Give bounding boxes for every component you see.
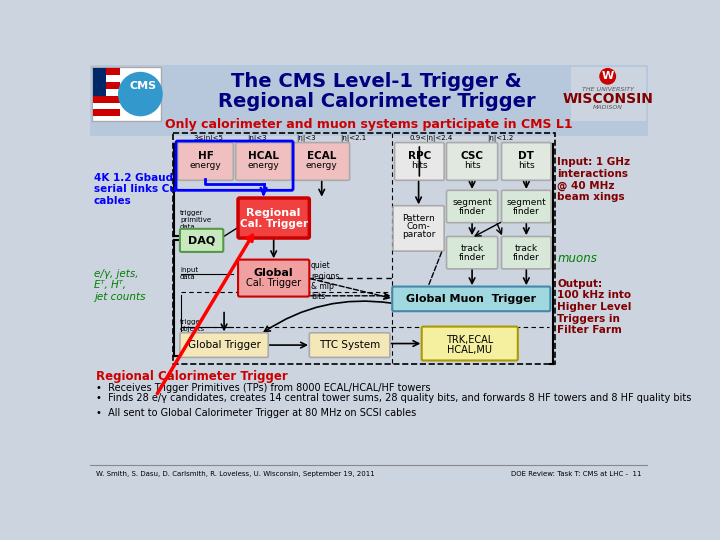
Text: Com-: Com-	[407, 222, 431, 231]
FancyBboxPatch shape	[294, 143, 350, 180]
Text: Global Muon  Trigger: Global Muon Trigger	[406, 294, 536, 304]
FancyBboxPatch shape	[446, 190, 498, 222]
Text: DT: DT	[518, 151, 534, 161]
FancyBboxPatch shape	[446, 143, 498, 180]
Text: DOE Review: Task T: CMS at LHC -  11: DOE Review: Task T: CMS at LHC - 11	[511, 471, 642, 477]
FancyBboxPatch shape	[92, 67, 161, 121]
Text: HCAL: HCAL	[248, 151, 279, 161]
Circle shape	[600, 69, 616, 84]
Text: e/γ, jets,
Eᵀ, Hᵀ,
jet counts: e/γ, jets, Eᵀ, Hᵀ, jet counts	[94, 269, 145, 302]
Text: segment: segment	[506, 198, 546, 207]
Text: RPC: RPC	[408, 151, 431, 161]
Text: Global Trigger: Global Trigger	[188, 340, 261, 350]
Text: |η|<1.2: |η|<1.2	[487, 135, 514, 142]
Text: 0.9<|η|<2.4: 0.9<|η|<2.4	[410, 135, 453, 142]
Text: finder: finder	[513, 253, 540, 262]
Text: segment: segment	[452, 198, 492, 207]
Text: 3≤|η|<5: 3≤|η|<5	[194, 135, 223, 142]
Bar	[93, 103, 120, 110]
Text: Global: Global	[254, 268, 294, 278]
Text: Regional Calorimeter Trigger: Regional Calorimeter Trigger	[96, 370, 288, 383]
Text: •  All sent to Global Calorimeter Trigger at 80 MHz on SCSI cables: • All sent to Global Calorimeter Trigger…	[96, 408, 416, 418]
Text: HCAL,MU: HCAL,MU	[447, 345, 492, 355]
Text: input
data: input data	[180, 267, 198, 280]
Text: TTC System: TTC System	[319, 340, 380, 350]
FancyBboxPatch shape	[235, 143, 292, 180]
Text: energy: energy	[306, 161, 338, 170]
Bar	[93, 89, 120, 96]
Text: Regional Calorimeter Trigger: Regional Calorimeter Trigger	[218, 92, 536, 111]
FancyBboxPatch shape	[395, 143, 444, 180]
FancyBboxPatch shape	[238, 198, 310, 238]
Text: trigger
primitive
data: trigger primitive data	[180, 210, 211, 230]
FancyBboxPatch shape	[446, 237, 498, 269]
Text: track: track	[515, 244, 538, 253]
Text: The CMS Level-1 Trigger &: The CMS Level-1 Trigger &	[231, 72, 522, 91]
Text: CMS: CMS	[129, 82, 156, 91]
Text: quiet
regions
& mip
bits: quiet regions & mip bits	[311, 261, 339, 301]
Text: HF: HF	[197, 151, 213, 161]
Text: muons: muons	[557, 252, 597, 265]
Text: |η|<2.1: |η|<2.1	[341, 135, 366, 142]
Bar	[93, 82, 120, 89]
Text: finder: finder	[513, 207, 540, 215]
Text: hits: hits	[411, 161, 428, 170]
Text: MADISON: MADISON	[593, 105, 623, 110]
Bar	[93, 68, 120, 75]
Text: •  Receives Trigger Primitives (TPs) from 8000 ECAL/HCAL/HF towers: • Receives Trigger Primitives (TPs) from…	[96, 383, 431, 393]
Text: Input: 1 GHz
interactions
@ 40 MHz
beam xings: Input: 1 GHz interactions @ 40 MHz beam …	[557, 157, 631, 202]
FancyBboxPatch shape	[502, 237, 551, 269]
Text: track: track	[461, 244, 484, 253]
Text: finder: finder	[459, 253, 485, 262]
FancyBboxPatch shape	[180, 229, 223, 252]
FancyBboxPatch shape	[90, 65, 648, 136]
FancyBboxPatch shape	[502, 143, 551, 180]
Text: energy: energy	[248, 161, 279, 170]
Text: trigger
objects: trigger objects	[180, 319, 205, 332]
Text: hits: hits	[464, 161, 480, 170]
Text: |η|<3: |η|<3	[247, 135, 266, 142]
Bar	[93, 96, 120, 103]
Text: W. Smith, S. Dasu, D. Carlsmith, R. Loveless, U. Wisconsin, September 19, 2011: W. Smith, S. Dasu, D. Carlsmith, R. Love…	[96, 471, 375, 477]
Text: TRK,ECAL: TRK,ECAL	[446, 335, 493, 346]
Text: Output:
100 kHz into
Higher Level
Triggers in
Filter Farm: Output: 100 kHz into Higher Level Trigge…	[557, 279, 631, 335]
Text: hits: hits	[518, 161, 535, 170]
Text: 4K 1.2 Gbaud
serial links Cu
cables: 4K 1.2 Gbaud serial links Cu cables	[94, 173, 176, 206]
FancyBboxPatch shape	[502, 190, 551, 222]
FancyBboxPatch shape	[393, 206, 444, 251]
Text: Pattern: Pattern	[402, 214, 435, 224]
Text: •  Finds 28 e/γ candidates, creates 14 central tower sums, 28 quality bits, and : • Finds 28 e/γ candidates, creates 14 ce…	[96, 393, 692, 403]
Text: CSC: CSC	[461, 151, 484, 161]
Text: parator: parator	[402, 230, 436, 239]
Text: |η|<3: |η|<3	[296, 135, 315, 142]
Text: WISCONSIN: WISCONSIN	[562, 92, 653, 106]
FancyBboxPatch shape	[392, 287, 550, 311]
Bar	[93, 75, 120, 82]
Text: finder: finder	[459, 207, 485, 215]
FancyBboxPatch shape	[310, 333, 390, 357]
Text: Cal. Trigger: Cal. Trigger	[246, 278, 301, 288]
Bar	[93, 110, 120, 117]
Bar	[93, 68, 106, 96]
Text: Only calorimeter and muon systems participate in CMS L1: Only calorimeter and muon systems partic…	[165, 118, 573, 131]
FancyBboxPatch shape	[422, 327, 518, 361]
FancyBboxPatch shape	[570, 67, 646, 121]
FancyBboxPatch shape	[178, 143, 233, 180]
Circle shape	[119, 72, 162, 116]
Text: ECAL: ECAL	[307, 151, 336, 161]
Text: Cal. Trigger: Cal. Trigger	[240, 219, 307, 229]
FancyBboxPatch shape	[180, 333, 269, 357]
Text: energy: energy	[189, 161, 221, 170]
Text: W: W	[602, 71, 614, 82]
Text: Regional: Regional	[246, 208, 301, 218]
FancyBboxPatch shape	[238, 260, 310, 296]
Text: DAQ: DAQ	[188, 235, 215, 245]
Text: THE UNIVERSITY: THE UNIVERSITY	[582, 87, 634, 92]
